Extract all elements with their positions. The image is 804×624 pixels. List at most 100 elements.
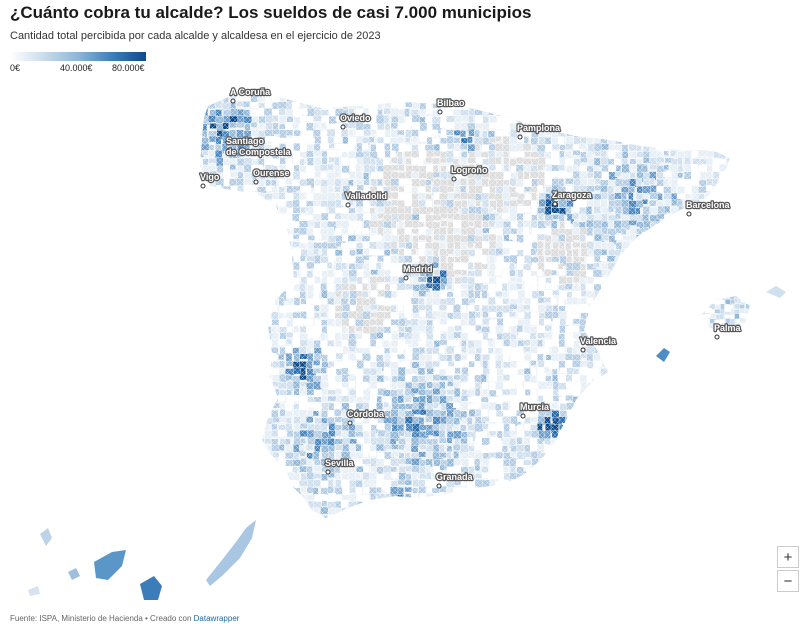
municipality[interactable] [601, 493, 612, 503]
municipality[interactable] [620, 424, 627, 435]
municipality[interactable] [698, 270, 707, 282]
municipality[interactable] [664, 339, 672, 350]
municipality[interactable] [706, 514, 712, 519]
municipality[interactable] [635, 514, 646, 520]
municipality[interactable] [719, 388, 729, 397]
municipality[interactable] [257, 207, 267, 214]
municipality[interactable] [690, 311, 697, 317]
municipality[interactable] [215, 346, 224, 357]
municipality[interactable] [643, 366, 653, 373]
municipality[interactable] [684, 361, 694, 372]
municipality[interactable] [629, 458, 641, 468]
municipality[interactable] [601, 89, 612, 95]
municipality[interactable] [601, 452, 613, 464]
municipality[interactable] [565, 514, 577, 522]
municipality[interactable] [552, 451, 562, 460]
municipality[interactable] [620, 515, 630, 524]
municipality[interactable] [690, 368, 700, 375]
municipality[interactable] [613, 458, 623, 465]
municipality[interactable] [643, 269, 652, 280]
municipality[interactable] [587, 466, 596, 474]
municipality[interactable] [566, 486, 575, 496]
municipality[interactable] [627, 339, 639, 346]
municipality[interactable] [194, 305, 205, 315]
municipality[interactable] [683, 282, 693, 291]
municipality[interactable] [656, 438, 662, 446]
municipality[interactable] [614, 508, 622, 516]
municipality[interactable] [195, 114, 203, 124]
municipality[interactable] [278, 507, 288, 513]
municipality[interactable] [643, 360, 651, 370]
municipality[interactable] [579, 94, 587, 104]
municipality[interactable] [734, 453, 740, 459]
municipality[interactable] [579, 438, 589, 447]
municipality[interactable] [725, 464, 735, 475]
municipality[interactable] [726, 102, 734, 113]
municipality[interactable] [706, 361, 712, 367]
municipality[interactable] [215, 304, 222, 315]
municipality[interactable] [650, 324, 658, 331]
municipality[interactable] [628, 438, 636, 448]
municipality[interactable] [552, 444, 560, 454]
municipality[interactable] [215, 382, 225, 391]
municipality[interactable] [279, 262, 286, 274]
municipality[interactable] [391, 501, 402, 509]
municipality[interactable] [663, 325, 674, 335]
municipality[interactable] [734, 409, 741, 415]
municipality[interactable] [698, 423, 709, 431]
municipality[interactable] [207, 458, 219, 464]
municipality[interactable] [196, 394, 202, 405]
municipality[interactable] [704, 298, 710, 306]
municipality[interactable] [236, 501, 247, 510]
municipality[interactable] [691, 451, 699, 458]
municipality[interactable] [222, 402, 232, 408]
municipality[interactable] [264, 515, 273, 524]
municipality[interactable] [726, 283, 734, 290]
municipality[interactable] [286, 494, 295, 503]
municipality[interactable] [432, 514, 443, 523]
municipality[interactable] [749, 303, 756, 311]
municipality[interactable] [258, 451, 267, 460]
municipality[interactable] [621, 438, 631, 447]
municipality[interactable] [202, 374, 209, 381]
municipality[interactable] [629, 381, 639, 391]
municipality[interactable] [579, 417, 591, 427]
municipality[interactable] [712, 472, 721, 479]
municipality[interactable] [636, 333, 645, 344]
municipality[interactable] [685, 276, 692, 288]
municipality[interactable] [726, 227, 732, 237]
municipality[interactable] [250, 367, 261, 378]
municipality[interactable] [734, 283, 744, 292]
municipality[interactable] [341, 95, 349, 105]
municipality[interactable] [517, 100, 528, 111]
municipality[interactable] [734, 199, 740, 206]
municipality[interactable] [706, 507, 717, 515]
municipality[interactable] [684, 291, 693, 302]
municipality[interactable] [692, 290, 699, 301]
municipality[interactable] [677, 450, 689, 459]
municipality[interactable] [531, 487, 540, 496]
municipality[interactable] [691, 89, 698, 98]
municipality[interactable] [727, 108, 733, 116]
municipality[interactable] [572, 109, 580, 120]
municipality[interactable] [194, 445, 201, 454]
municipality[interactable] [594, 501, 602, 508]
municipality[interactable] [656, 515, 664, 522]
municipality[interactable] [713, 360, 723, 372]
municipality[interactable] [692, 240, 701, 252]
municipality[interactable] [699, 396, 707, 405]
municipality[interactable] [348, 506, 357, 514]
municipality[interactable] [719, 192, 728, 199]
municipality[interactable] [236, 487, 246, 494]
municipality[interactable] [286, 500, 296, 509]
municipality[interactable] [635, 381, 645, 392]
municipality[interactable] [657, 493, 665, 504]
municipality[interactable] [678, 221, 684, 230]
municipality[interactable] [208, 424, 218, 433]
municipality[interactable] [663, 480, 674, 489]
municipality[interactable] [656, 480, 664, 488]
municipality[interactable] [734, 150, 741, 157]
municipality[interactable] [733, 403, 742, 410]
municipality[interactable] [734, 138, 739, 145]
municipality[interactable] [545, 101, 551, 108]
